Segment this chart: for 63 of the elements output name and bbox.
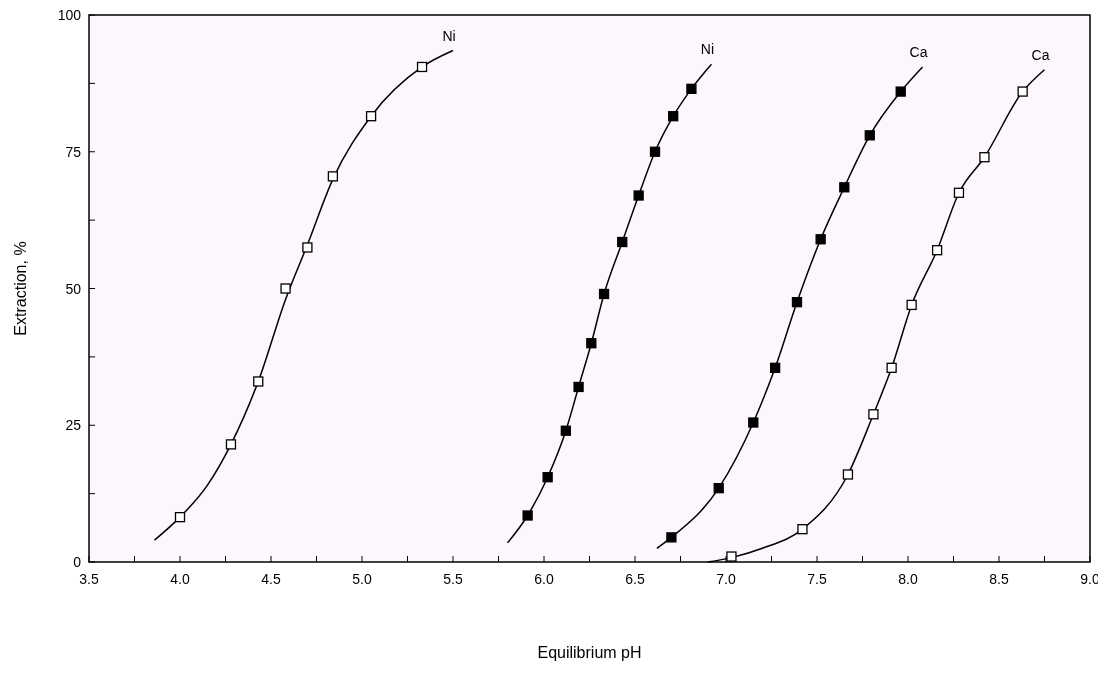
point <box>726 551 737 562</box>
point <box>633 190 644 201</box>
x-tick-label: 6.5 <box>625 571 645 587</box>
point <box>797 524 808 535</box>
point <box>839 182 850 193</box>
point <box>868 409 879 420</box>
line-series <box>153 49 454 541</box>
point <box>573 381 584 393</box>
series-label: Ca <box>909 43 928 60</box>
point <box>979 152 990 163</box>
point <box>815 234 826 245</box>
x-tick-label: 7.5 <box>807 571 827 587</box>
point <box>666 532 677 543</box>
point <box>791 297 803 308</box>
x-axis-title: Equilibrium pH <box>537 644 642 661</box>
series-label: Ca <box>1031 46 1050 63</box>
y-tick-label: 25 <box>65 417 82 434</box>
point <box>931 245 943 256</box>
x-tick-label: 8.0 <box>898 571 918 587</box>
line-series <box>656 66 924 550</box>
x-tick-label: 6.0 <box>534 571 554 587</box>
x-tick-label: 5.5 <box>443 571 463 587</box>
point <box>864 130 875 141</box>
x-tick-label: 5.0 <box>352 571 372 587</box>
point <box>302 242 313 253</box>
point <box>1017 86 1028 97</box>
point <box>906 299 917 311</box>
point <box>769 362 781 373</box>
point <box>649 146 661 157</box>
y-axis-title: Extraction, % <box>12 241 29 336</box>
point <box>542 472 553 483</box>
x-tick-label: 4.0 <box>170 571 190 587</box>
line-series <box>506 63 713 544</box>
x-tick-label: 4.5 <box>261 571 281 587</box>
x-tick-label: 8.5 <box>989 571 1009 587</box>
y-tick-label: 0 <box>73 554 82 570</box>
point <box>586 338 597 349</box>
point <box>617 236 628 248</box>
point <box>598 288 610 300</box>
x-tick-label: 3.5 <box>79 571 99 587</box>
point <box>686 83 697 94</box>
point <box>886 362 897 373</box>
point <box>327 171 339 182</box>
y-tick-label: 50 <box>65 280 82 297</box>
point <box>748 417 759 428</box>
series-label: Ni <box>700 41 715 58</box>
point <box>253 376 264 387</box>
point <box>365 111 377 122</box>
series-label: Ni <box>442 27 456 44</box>
point <box>416 61 428 73</box>
point <box>895 86 906 97</box>
point <box>560 425 571 436</box>
point <box>953 187 965 198</box>
point <box>522 510 533 521</box>
x-tick-label: 7.0 <box>716 571 736 587</box>
point <box>225 439 237 450</box>
point <box>174 512 186 523</box>
point <box>280 283 291 294</box>
point <box>842 469 854 480</box>
point <box>713 483 724 494</box>
y-tick-label: 75 <box>65 143 82 160</box>
y-tick-label: 100 <box>57 7 82 23</box>
point <box>668 111 679 122</box>
